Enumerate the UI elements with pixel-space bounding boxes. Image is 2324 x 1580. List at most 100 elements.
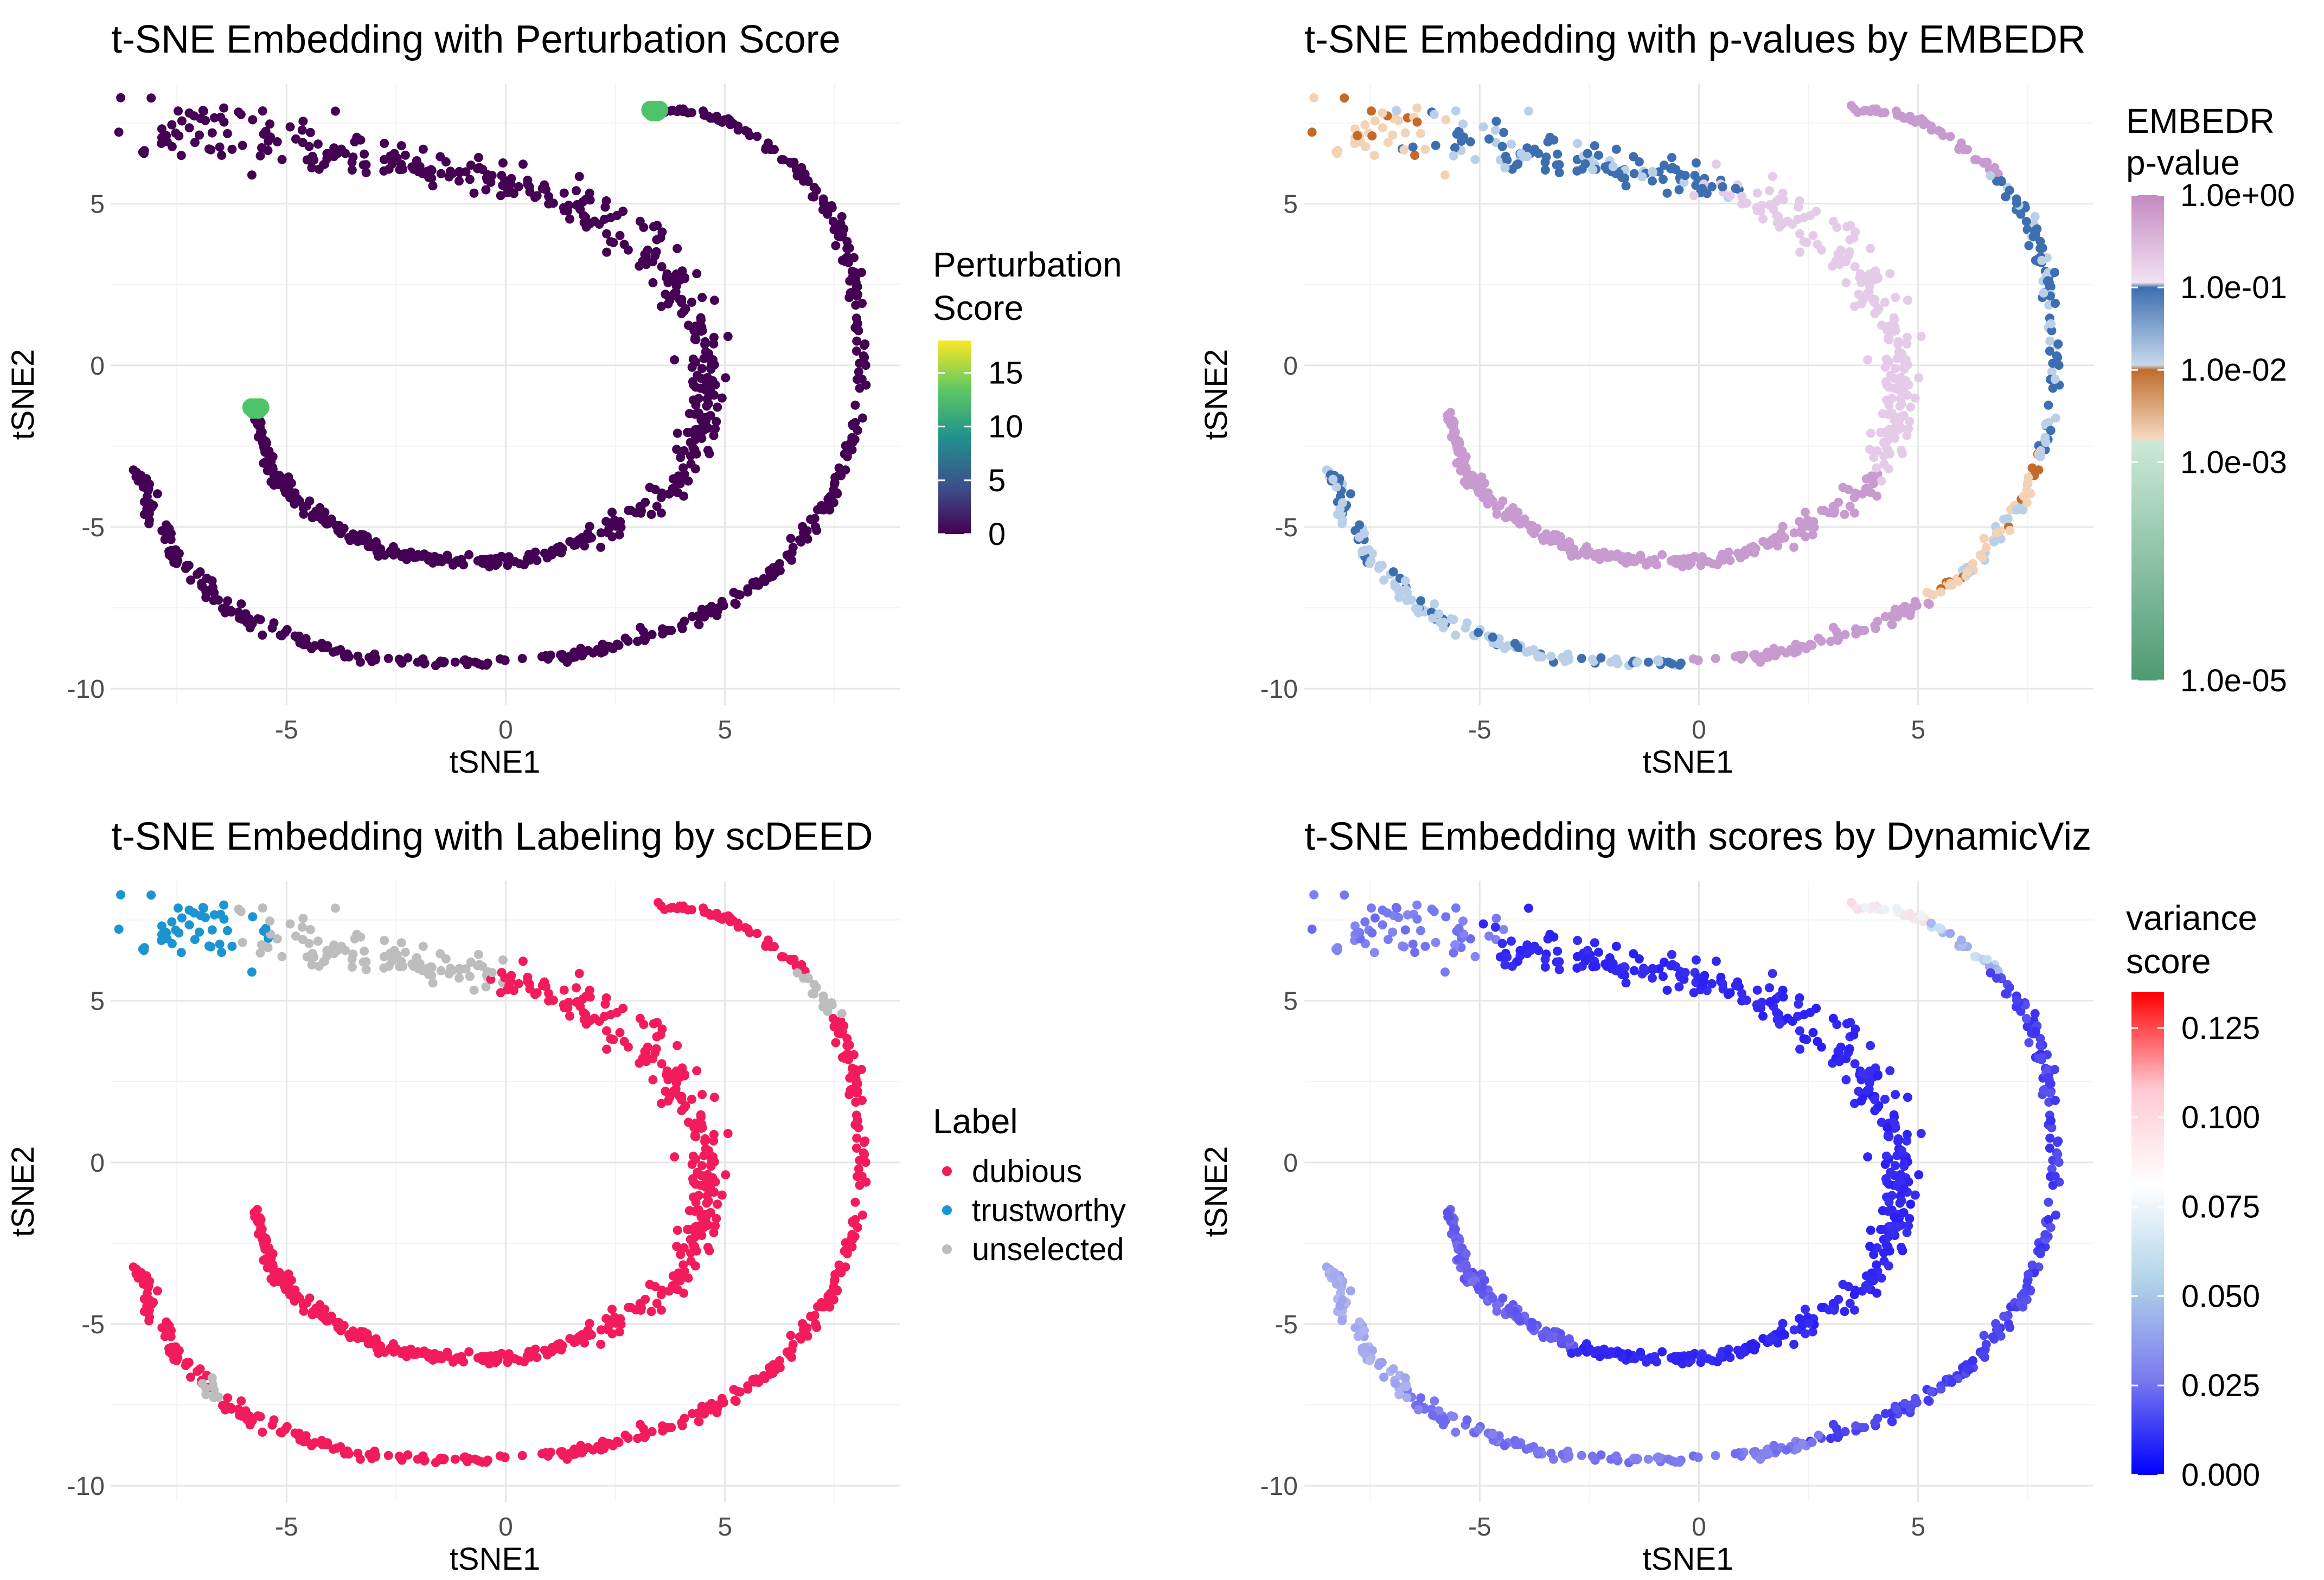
data-point [219,900,229,910]
data-point [1861,1271,1871,1281]
data-point [415,162,425,171]
data-point [1608,162,1618,171]
data-point [1899,1159,1909,1169]
data-point [1488,1429,1497,1439]
data-point [1858,1069,1867,1079]
data-point [236,907,246,916]
data-point [1731,184,1740,193]
data-point [1643,657,1653,667]
legend-title: variance [2126,898,2257,937]
data-point [1968,1356,1977,1365]
data-point [398,549,407,559]
data-point [846,288,855,298]
data-point [1431,937,1441,947]
data-point [544,988,554,998]
data-point [1474,1425,1483,1434]
data-point [139,943,149,953]
data-point [1488,1293,1497,1303]
x-tick-label: 5 [1911,716,1925,744]
data-point [646,1307,656,1316]
data-point [601,1314,611,1324]
data-point [1860,626,1870,635]
data-point [786,1331,796,1340]
data-point [652,221,662,230]
data-point [503,1352,512,1362]
data-point [1590,938,1599,948]
data-point [694,620,704,630]
data-point [1880,905,1890,915]
data-point [831,241,841,251]
data-point [572,537,581,547]
data-point [306,1441,316,1450]
data-point [1650,1352,1660,1361]
data-point [1866,428,1875,438]
data-point [1394,593,1404,602]
data-point [854,1164,863,1174]
data-point [1488,496,1497,506]
data-point [752,132,762,142]
data-point [236,599,246,609]
data-point [197,582,207,592]
data-point [2050,374,2060,384]
data-point [1449,615,1458,625]
data-point [1711,956,1721,966]
data-point [1773,541,1783,551]
colorbar-label: 1.0e-03 [2180,445,2287,480]
y-tick-label: 0 [90,1149,105,1178]
data-point [1892,110,1902,120]
data-point [255,948,265,958]
data-point [668,474,678,484]
data-point [1841,1075,1851,1084]
data-point [1378,920,1387,930]
data-point [389,946,399,955]
data-point [298,1300,308,1310]
data-point [721,1170,731,1180]
data-point [135,1271,145,1281]
data-point [1890,415,1899,425]
data-point [1611,144,1621,154]
data-point [383,653,393,663]
data-point [770,1364,779,1373]
data-point [481,185,491,195]
data-point [144,1316,154,1326]
data-point [1801,532,1810,542]
data-point [1715,554,1725,564]
data-point [217,948,227,957]
data-point [532,988,542,998]
data-point [1435,618,1445,627]
data-point [706,1183,715,1193]
data-point [544,191,554,201]
data-point [1868,1276,1878,1286]
data-point [713,402,722,412]
data-point [703,446,713,455]
data-point [1862,1086,1872,1096]
data-point [724,911,733,921]
data-point [679,1288,688,1298]
data-point [1885,269,1895,279]
data-point [2043,1074,2052,1083]
data-point [1333,146,1342,156]
data-point [223,1393,233,1403]
data-point [1413,1405,1423,1415]
data-point [1888,432,1898,441]
data-point [1725,988,1735,998]
data-point [1873,1071,1883,1081]
data-point [1545,929,1555,939]
data-point [309,155,319,165]
data-point [713,1404,722,1414]
data-point [1845,502,1855,511]
data-point [743,587,753,597]
data-point [1863,1152,1873,1162]
data-point [1828,216,1838,226]
y-tick-label: 5 [90,987,105,1016]
data-point [1986,171,1995,181]
data-point [2012,198,2021,208]
data-point [305,1293,315,1303]
data-point [1880,612,1890,621]
data-point [1428,1410,1437,1420]
data-point [1883,1123,1892,1133]
data-point [696,326,706,336]
data-point [1845,1044,1854,1054]
data-point [1451,903,1461,913]
data-point [1500,960,1510,969]
